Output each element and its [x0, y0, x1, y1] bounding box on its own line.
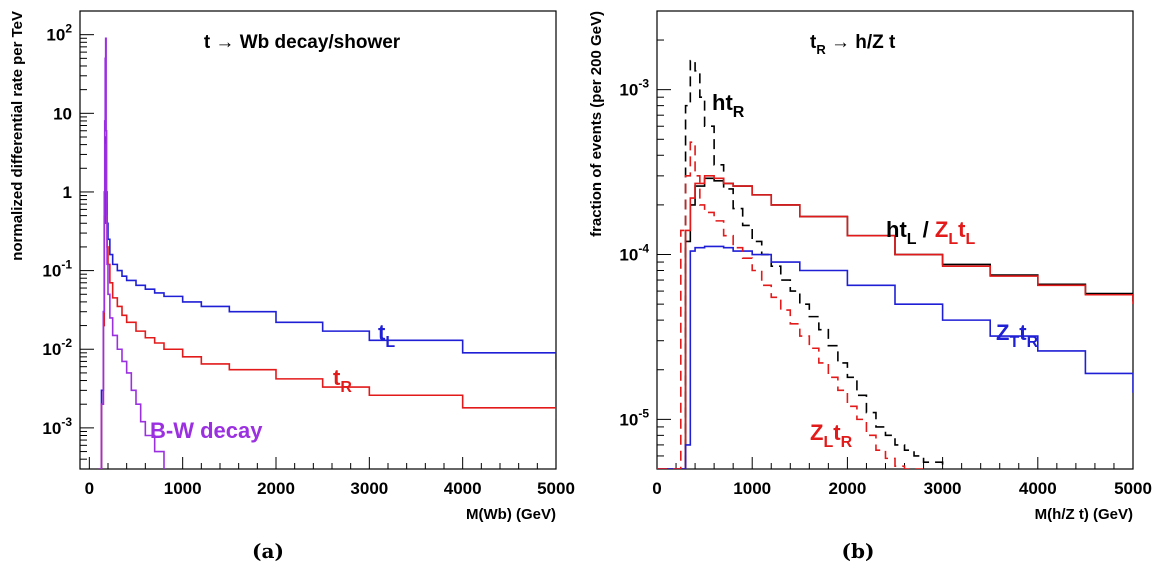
y-tick-exp: -1 [61, 258, 72, 272]
label-part: / [917, 217, 935, 242]
y-tick-exp: -2 [61, 336, 72, 350]
label-ZLtR: ZLtR [810, 420, 853, 451]
y-tick-label: 10-2 [42, 336, 72, 359]
label-part: Z [996, 320, 1009, 345]
label-tL-sub: L [385, 334, 395, 351]
x-axis-label: M(h/Z t) (GeV) [1035, 506, 1133, 523]
label-part: R [841, 434, 853, 451]
x-tick-label: 1000 [164, 479, 202, 498]
label-part: t [1019, 320, 1027, 345]
x-tick-label: 0 [652, 479, 661, 498]
plot-frame [79, 10, 557, 470]
chart-title: t → Wb decay/shower [204, 32, 401, 53]
label-tL: tL [378, 320, 395, 351]
label-part: ht [886, 217, 907, 242]
label-bw-decay: B-W decay [150, 418, 263, 443]
y-tick-base: 10 [619, 246, 638, 265]
title-sub: R [816, 42, 826, 57]
y-tick-label: 10-5 [619, 406, 649, 429]
series-line-2 [657, 175, 1133, 469]
y-tick-label: 102 [46, 22, 72, 45]
y-tick-base: 10 [619, 410, 638, 429]
label-tL-main: t [378, 320, 386, 345]
label-part: Z [935, 217, 948, 242]
x-tick-label: 4000 [444, 479, 482, 498]
x-tick-label: 2000 [828, 479, 866, 498]
label-htR-main: ht [712, 90, 733, 115]
x-tick-label: 4000 [1019, 479, 1057, 498]
y-tick-label: 10 [53, 104, 72, 123]
y-tick-base: 1 [63, 183, 72, 202]
label-bw-decay-main: B-W decay [150, 418, 263, 443]
label-part: t [833, 420, 841, 445]
label-htL-ZLtL: htL / ZLtL [886, 217, 975, 248]
y-axis-label: fraction of events (per 200 GeV) [588, 11, 605, 237]
y-tick-base: 10 [42, 419, 61, 438]
label-tR: tR [333, 365, 352, 396]
label-part: t [958, 217, 966, 242]
x-tick-label: 1000 [733, 479, 771, 498]
y-tick-exp: -3 [638, 77, 649, 91]
y-tick-base: 10 [42, 340, 61, 359]
y-tick-base: 10 [46, 26, 65, 45]
y-axis-label: normalized differential rate per TeV [9, 11, 26, 261]
plot-frame [656, 10, 1134, 470]
label-part: Z [810, 420, 823, 445]
label-tR-main: t [333, 365, 341, 390]
y-tick-label: 10-1 [42, 258, 72, 281]
label-part: L [823, 434, 833, 451]
chart-panel-a: 0 1000 2000 3000 4000 500010-310-210-1110102M… [9, 10, 575, 523]
title-part: t [810, 32, 817, 53]
series-line-4 [657, 141, 924, 469]
x-tick-label: 5000 [1114, 479, 1152, 498]
caption-b: (b) [842, 539, 875, 563]
chart-title: tR → h/Z t [810, 32, 896, 57]
label-htR: htR [712, 90, 745, 121]
y-tick-label: 10-3 [619, 77, 649, 100]
series-group [98, 37, 556, 469]
y-tick-exp: 2 [65, 22, 72, 36]
series-line-0 [657, 59, 944, 469]
y-tick-base: 10 [42, 262, 61, 281]
label-part: L [965, 231, 975, 248]
y-tick-exp: -3 [61, 415, 72, 429]
y-tick-label: 1 [63, 183, 72, 202]
label-part: L [907, 231, 917, 248]
x-tick-label: 5000 [537, 479, 575, 498]
y-tick-label: 10-4 [619, 242, 649, 265]
label-part: T [1009, 334, 1019, 351]
x-tick-label: 3000 [924, 479, 962, 498]
y-tick-base: 10 [53, 104, 72, 123]
x-tick-label: 2000 [257, 479, 295, 498]
x-tick-label: 3000 [350, 479, 388, 498]
y-tick-base: 10 [619, 81, 638, 100]
y-tick-exp: -5 [638, 406, 649, 420]
series-group [657, 59, 1133, 469]
label-tR-sub: R [340, 379, 352, 396]
series-line-2 [98, 37, 165, 469]
series-line-3 [657, 245, 1133, 469]
caption-a: (a) [252, 539, 284, 563]
x-tick-label: 0 [85, 479, 94, 498]
label-part: R [1027, 334, 1039, 351]
title-rest: → h/Z t [826, 32, 896, 53]
label-ZTtR: ZTtR [996, 320, 1039, 351]
x-axis-label: M(Wb) (GeV) [466, 506, 556, 523]
label-htR-sub: R [733, 104, 745, 121]
label-part: L [948, 231, 958, 248]
y-tick-exp: -4 [638, 242, 649, 256]
y-tick-label: 10-3 [42, 415, 72, 438]
